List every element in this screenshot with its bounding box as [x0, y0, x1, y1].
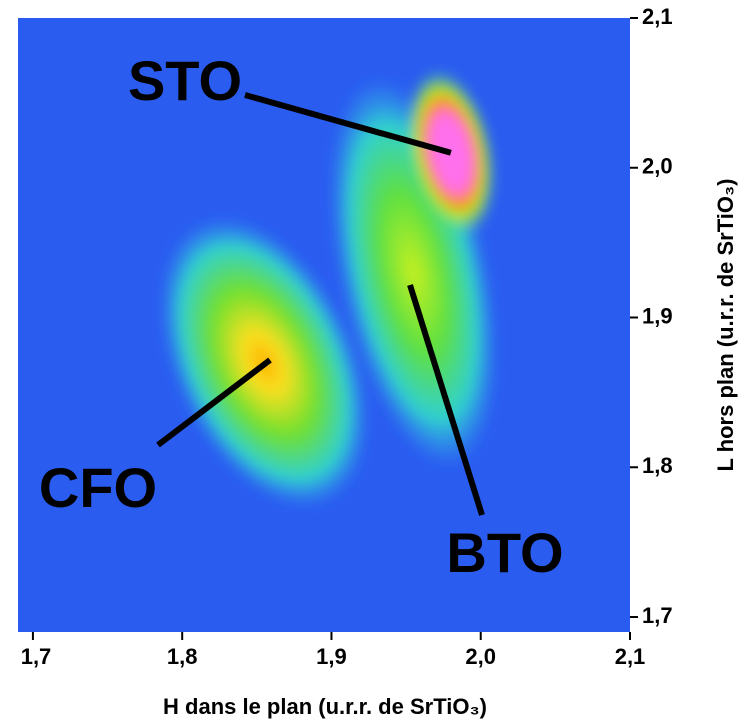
- annotations: STO BTO CFO: [39, 49, 564, 584]
- intensity-map: [159, 69, 498, 508]
- y-tick-label: 2,0: [642, 154, 673, 179]
- x-tick-label: 2,0: [465, 644, 496, 669]
- peak-label: STO: [128, 49, 242, 112]
- x-tick-label: 1,7: [21, 644, 52, 669]
- y-tick-label: 1,8: [642, 453, 673, 478]
- x-tick-label: 1,8: [167, 644, 198, 669]
- y-axis-title: L hors plan (u.r.r. de SrTiO₃): [713, 179, 738, 472]
- pointer-line: [407, 284, 485, 516]
- x-tick-label: 2,1: [615, 644, 646, 669]
- y-tick-label: 1,7: [642, 603, 673, 628]
- pointer-line: [244, 92, 452, 156]
- y-tick-label: 2,1: [642, 4, 673, 29]
- pointer-line: [156, 357, 272, 448]
- peak-label: BTO: [446, 521, 563, 584]
- peak-label: CFO: [39, 456, 157, 519]
- x-tick-label: 1,9: [316, 644, 347, 669]
- x-axis-title: H dans le plan (u.r.r. de SrTiO₃): [163, 694, 487, 719]
- y-tick-label: 1,9: [642, 303, 673, 328]
